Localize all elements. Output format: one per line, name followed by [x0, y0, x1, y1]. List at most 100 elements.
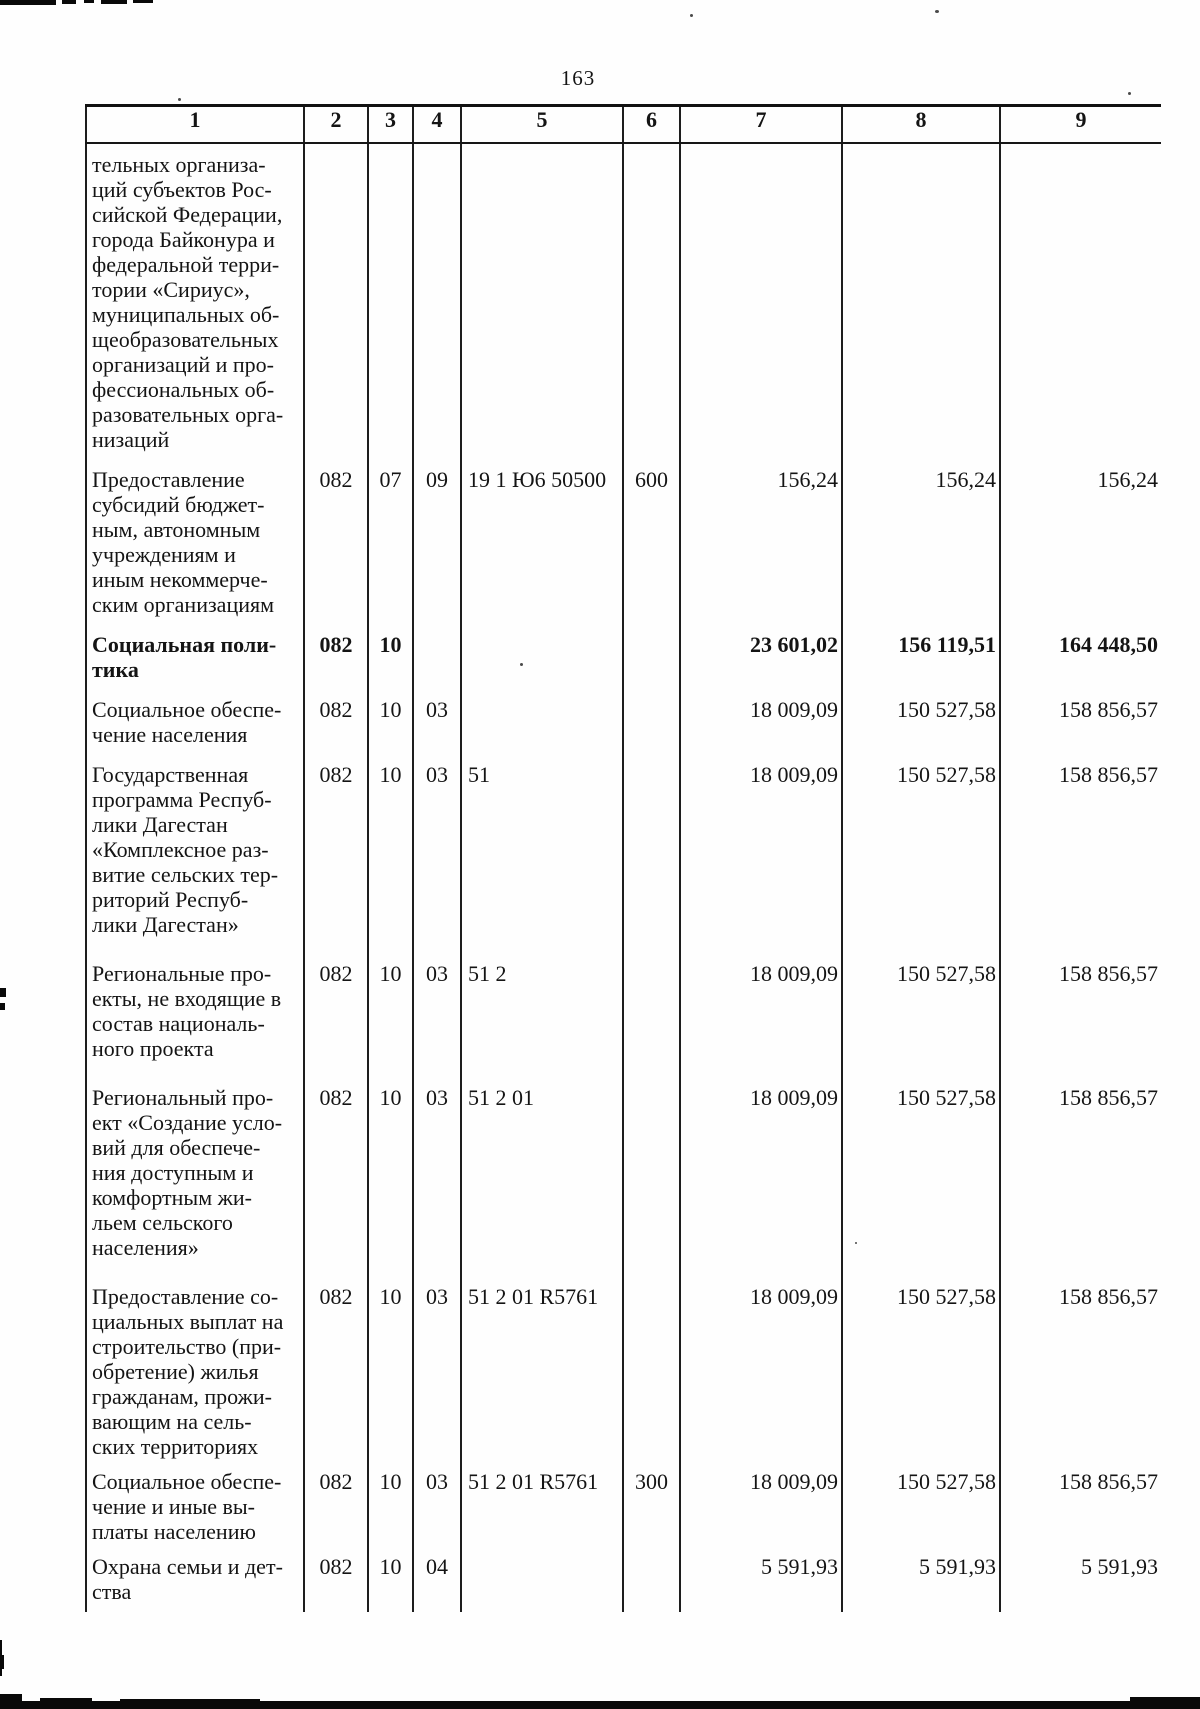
cell-target-article-code: 51 2 01	[460, 1060, 623, 1260]
cell-subsection-code: 03	[412, 936, 461, 1061]
cell-amount-regional: 156,24	[841, 451, 1000, 617]
cell-target-article-code: 51 2	[460, 936, 623, 1061]
cell-target-article-code	[460, 616, 623, 682]
row-label-cell: Региональный про- ект «Создание усло- ви…	[85, 1060, 304, 1260]
cell-amount-total: 158 856,57	[999, 681, 1161, 747]
cell-amount-federal: 156,24	[679, 451, 842, 617]
cell-section-code: 10	[367, 1060, 413, 1260]
header-col-3: 3	[367, 104, 413, 144]
cell-section-code: 10	[367, 936, 413, 1061]
scan-artifact-left	[0, 988, 6, 997]
scan-speck	[178, 98, 181, 101]
cell-expense-type-code	[622, 1060, 680, 1260]
cell-target-article-code: 51 2 01 R5761	[460, 1458, 623, 1544]
spacer-cell	[999, 1603, 1161, 1612]
cell-section-code: 10	[367, 1543, 413, 1604]
table-body: тельных организа- ций субъектов Рос- сий…	[85, 142, 1161, 1612]
cell-expense-type-code	[622, 746, 680, 937]
cell-grbs-code: 082	[303, 1458, 368, 1544]
cell-target-article-code: 51 2 01 R5761	[460, 1259, 623, 1459]
cell-target-article-code: 51	[460, 746, 623, 937]
cell-amount-total: 158 856,57	[999, 746, 1161, 937]
scan-speck	[520, 663, 523, 666]
scan-speck	[690, 14, 693, 17]
table-row: Региональный про- ект «Создание усло- ви…	[85, 1060, 1161, 1260]
cell-amount-federal: 23 601,02	[679, 616, 842, 682]
table-row: Региональные про- екты, не входящие в со…	[85, 936, 1161, 1061]
cell-expense-type-code	[622, 1259, 680, 1459]
cell-subsection-code: 03	[412, 1060, 461, 1260]
row-label-cell: Социальное обеспе- чение населения	[85, 681, 304, 747]
cell-amount-regional	[841, 142, 1000, 452]
cell-amount-regional: 5 591,93	[841, 1543, 1000, 1604]
cell-section-code: 10	[367, 1259, 413, 1459]
cell-amount-regional: 150 527,58	[841, 936, 1000, 1061]
cell-amount-federal: 18 009,09	[679, 746, 842, 937]
row-label-cell: Социальная поли- тика	[85, 616, 304, 682]
row-label-cell: Региональные про- екты, не входящие в со…	[85, 936, 304, 1061]
scan-artifact-bottom-bar	[0, 1694, 22, 1709]
cell-amount-federal	[679, 142, 842, 452]
scan-artifact-top	[0, 0, 56, 5]
spacer-cell	[85, 1603, 304, 1612]
header-col-5: 5	[460, 104, 623, 144]
cell-amount-regional: 150 527,58	[841, 1458, 1000, 1544]
cell-amount-regional: 150 527,58	[841, 1060, 1000, 1260]
scan-artifact-left	[0, 1655, 4, 1669]
cell-amount-total	[999, 142, 1161, 452]
header-col-1: 1	[85, 104, 304, 144]
header-col-8: 8	[841, 104, 1000, 144]
cell-amount-federal: 18 009,09	[679, 1259, 842, 1459]
spacer-cell	[412, 1603, 461, 1612]
cell-subsection-code: 04	[412, 1543, 461, 1604]
cell-section-code	[367, 142, 413, 452]
cell-subsection-code: 03	[412, 1259, 461, 1459]
spacer-cell	[367, 1603, 413, 1612]
cell-section-code: 10	[367, 681, 413, 747]
cell-amount-regional: 150 527,58	[841, 746, 1000, 937]
row-label-cell: Предоставление со- циальных выплат на ст…	[85, 1259, 304, 1459]
table-row: Предоставление со- циальных выплат на ст…	[85, 1259, 1161, 1459]
cell-amount-total: 164 448,50	[999, 616, 1161, 682]
cell-grbs-code: 082	[303, 1543, 368, 1604]
cell-grbs-code: 082	[303, 681, 368, 747]
table-row: Социальное обеспе- чение населения 082 10 0…	[85, 681, 1161, 747]
cell-target-article-code	[460, 1543, 623, 1604]
header-col-2: 2	[303, 104, 368, 144]
cell-expense-type-code	[622, 681, 680, 747]
cell-section-code: 10	[367, 1458, 413, 1544]
row-label-cell: Социальное обеспе- чение и иные вы- плат…	[85, 1458, 304, 1544]
cell-grbs-code: 082	[303, 616, 368, 682]
scan-artifact-bottom-bar	[0, 1701, 1200, 1709]
row-label-cell: Охрана семьи и дет- ства	[85, 1543, 304, 1604]
cell-amount-total: 158 856,57	[999, 1458, 1161, 1544]
row-label-cell: тельных организа- ций субъектов Рос- сий…	[85, 142, 304, 452]
scan-speck	[855, 1242, 857, 1244]
cell-amount-federal: 18 009,09	[679, 1458, 842, 1544]
cell-amount-regional: 156 119,51	[841, 616, 1000, 682]
scan-artifact-top	[84, 0, 94, 3]
scan-artifact-top	[133, 0, 153, 3]
cell-grbs-code: 082	[303, 746, 368, 937]
cell-amount-federal: 5 591,93	[679, 1543, 842, 1604]
cell-grbs-code: 082	[303, 1060, 368, 1260]
cell-amount-total: 5 591,93	[999, 1543, 1161, 1604]
budget-table: 1 2 3 4 5 6 7 8 9 тельных организа- ций …	[85, 104, 1161, 1612]
header-col-7: 7	[679, 104, 842, 144]
header-col-4: 4	[412, 104, 461, 144]
scan-artifact-bottom-bar	[1130, 1697, 1200, 1709]
cell-section-code: 07	[367, 451, 413, 617]
spacer-cell	[679, 1603, 842, 1612]
scan-speck	[935, 10, 939, 13]
cell-section-code: 10	[367, 616, 413, 682]
spacer-cell	[841, 1603, 1000, 1612]
scan-artifact-bottom-bar	[40, 1698, 92, 1709]
cell-section-code: 10	[367, 746, 413, 937]
cell-amount-federal: 18 009,09	[679, 1060, 842, 1260]
cell-subsection-code: 09	[412, 451, 461, 617]
cell-expense-type-code	[622, 936, 680, 1061]
cell-subsection-code: 03	[412, 681, 461, 747]
cell-amount-total: 156,24	[999, 451, 1161, 617]
scan-artifact-left	[0, 1003, 5, 1010]
